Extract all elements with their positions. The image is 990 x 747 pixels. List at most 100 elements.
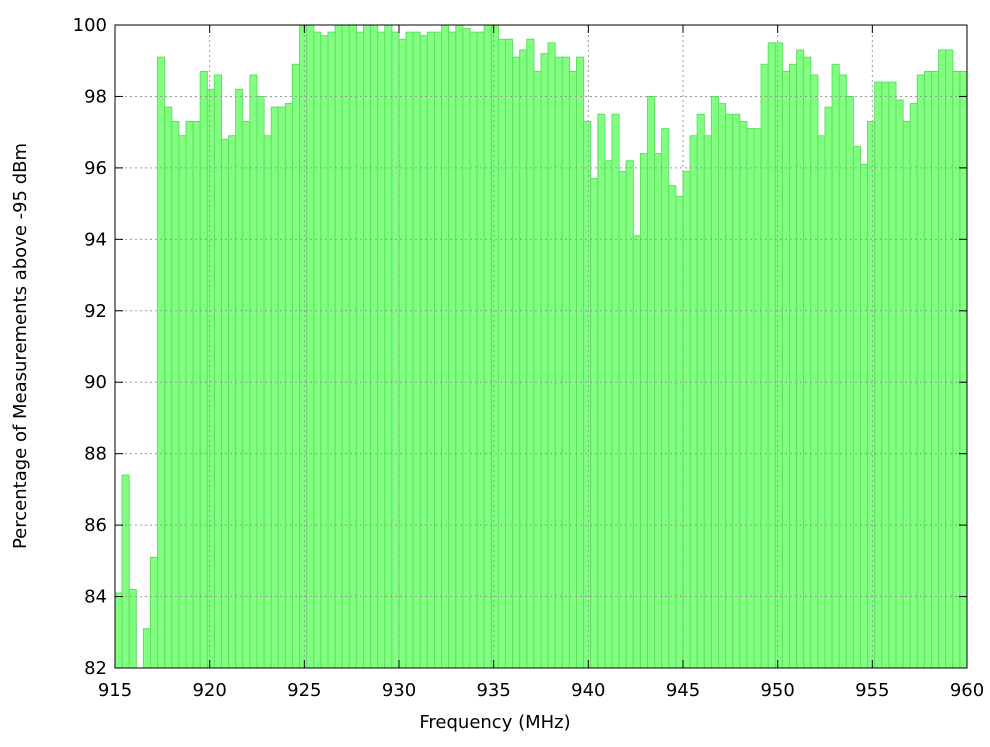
bar	[441, 25, 450, 668]
bar	[604, 160, 613, 668]
bar	[334, 25, 343, 668]
bar	[632, 235, 641, 668]
bar	[696, 113, 705, 668]
x-tick-label: 945	[666, 680, 700, 701]
bar	[277, 106, 286, 668]
bar	[533, 70, 542, 668]
bar	[959, 70, 967, 668]
x-tick-label: 935	[476, 680, 510, 701]
bar	[874, 81, 883, 668]
y-tick-label: 98	[84, 86, 107, 107]
bar	[299, 25, 308, 668]
bar	[377, 31, 386, 668]
bar	[115, 592, 123, 668]
bar	[185, 120, 194, 668]
bar	[320, 35, 329, 668]
bar	[845, 95, 854, 668]
bar	[355, 31, 364, 668]
bar	[590, 178, 599, 668]
bars	[115, 25, 967, 668]
bar	[625, 160, 634, 668]
bar	[171, 120, 180, 668]
bar	[746, 128, 755, 668]
bar	[668, 185, 677, 668]
bar	[242, 120, 251, 668]
bar	[931, 70, 940, 668]
bar	[341, 25, 350, 668]
bar	[142, 628, 151, 668]
x-tick-label: 930	[382, 680, 416, 701]
bar	[760, 63, 769, 668]
y-tick-label: 90	[84, 372, 107, 393]
bar	[618, 170, 627, 668]
bar	[505, 38, 514, 668]
bar	[497, 38, 506, 668]
y-tick-label: 100	[73, 15, 107, 36]
bar	[490, 25, 499, 668]
bar	[803, 56, 812, 668]
bar	[597, 113, 606, 668]
bar	[519, 49, 528, 668]
bar	[221, 138, 230, 668]
bar	[476, 31, 485, 668]
bar	[313, 31, 322, 668]
bar	[810, 74, 819, 668]
bar	[270, 106, 279, 668]
x-tick-label: 925	[287, 680, 321, 701]
bar	[426, 31, 435, 668]
bar	[327, 31, 336, 668]
y-tick-label: 96	[84, 158, 107, 179]
bar	[462, 28, 471, 668]
bar	[952, 70, 961, 668]
bar	[192, 120, 201, 668]
bar	[945, 49, 954, 668]
bar	[526, 38, 535, 668]
bar	[384, 25, 393, 668]
bar	[419, 35, 428, 668]
bar	[363, 25, 372, 668]
bar	[774, 42, 783, 668]
bar	[895, 99, 904, 668]
bar	[135, 667, 144, 668]
y-tick-label: 82	[84, 658, 107, 679]
bar	[412, 31, 421, 668]
bar	[654, 153, 663, 668]
bar	[661, 128, 670, 668]
bar	[540, 53, 549, 668]
bar	[263, 135, 272, 668]
bar	[725, 113, 734, 668]
bar	[249, 74, 258, 668]
bar	[583, 120, 592, 668]
y-tick-label: 94	[84, 229, 107, 250]
bar	[831, 63, 840, 668]
bar	[576, 56, 585, 668]
bar	[455, 25, 464, 668]
bar	[689, 135, 698, 668]
y-axis-label: Percentage of Measurements above -95 dBm	[10, 143, 31, 549]
bar	[753, 128, 762, 668]
bar	[391, 31, 400, 668]
x-tick-label: 940	[571, 680, 605, 701]
bar	[213, 74, 222, 668]
bar	[718, 103, 727, 668]
bar	[739, 120, 748, 668]
bar	[916, 74, 925, 668]
x-tick-label: 960	[950, 680, 984, 701]
bar	[284, 103, 293, 668]
bar	[235, 88, 244, 668]
bar	[675, 195, 684, 668]
y-tick-label: 84	[84, 587, 107, 608]
bar	[554, 56, 563, 668]
bar	[547, 42, 556, 668]
x-tick-label: 920	[192, 680, 226, 701]
bar	[888, 81, 897, 668]
bar	[178, 135, 187, 668]
bar	[121, 474, 130, 668]
bar	[405, 31, 414, 668]
bar	[150, 556, 159, 668]
bar	[838, 74, 847, 668]
bar	[611, 113, 620, 668]
bar	[923, 70, 933, 668]
bar	[561, 56, 570, 668]
